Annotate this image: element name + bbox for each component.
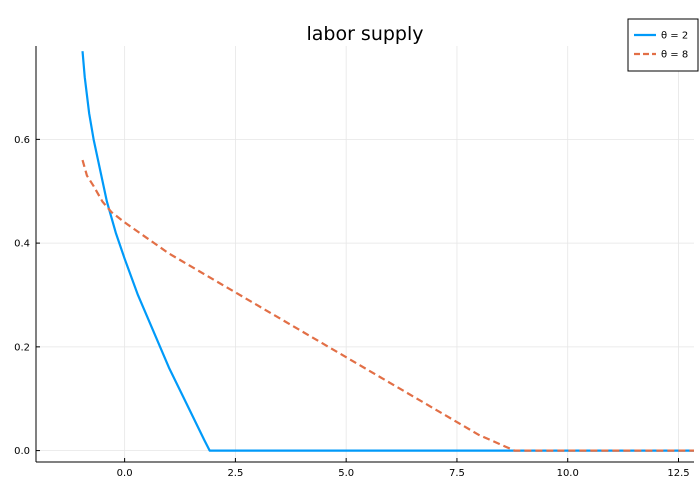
x-tick-label-4: 10.0 [557, 468, 579, 479]
x-tick-label-5: 12.5 [667, 468, 689, 479]
legend-label-0: θ = 2 [661, 31, 688, 42]
axis-layer: 0.0 2.5 5.0 7.5 10.0 12.5 0.0 0.2 0.4 0.6 [14, 46, 694, 479]
series-line-1 [81, 159, 694, 452]
grid-layer [36, 46, 694, 462]
y-tick-label-3: 0.6 [14, 135, 30, 146]
y-tick-label-2: 0.4 [14, 239, 30, 250]
chart-title: labor supply [306, 23, 423, 45]
series-layer [81, 51, 694, 452]
x-tick-label-1: 2.5 [227, 468, 243, 479]
y-tick-label-1: 0.2 [14, 342, 30, 353]
legend-box [627, 18, 699, 72]
series-line-0 [81, 51, 694, 452]
x-tick-label-3: 7.5 [449, 468, 465, 479]
legend: θ = 2 θ = 8 [627, 18, 699, 72]
y-tick-label-0: 0.0 [14, 446, 30, 457]
legend-label-1: θ = 8 [661, 50, 688, 61]
x-tick-label-0: 0.0 [117, 468, 133, 479]
x-tick-label-2: 5.0 [338, 468, 354, 479]
